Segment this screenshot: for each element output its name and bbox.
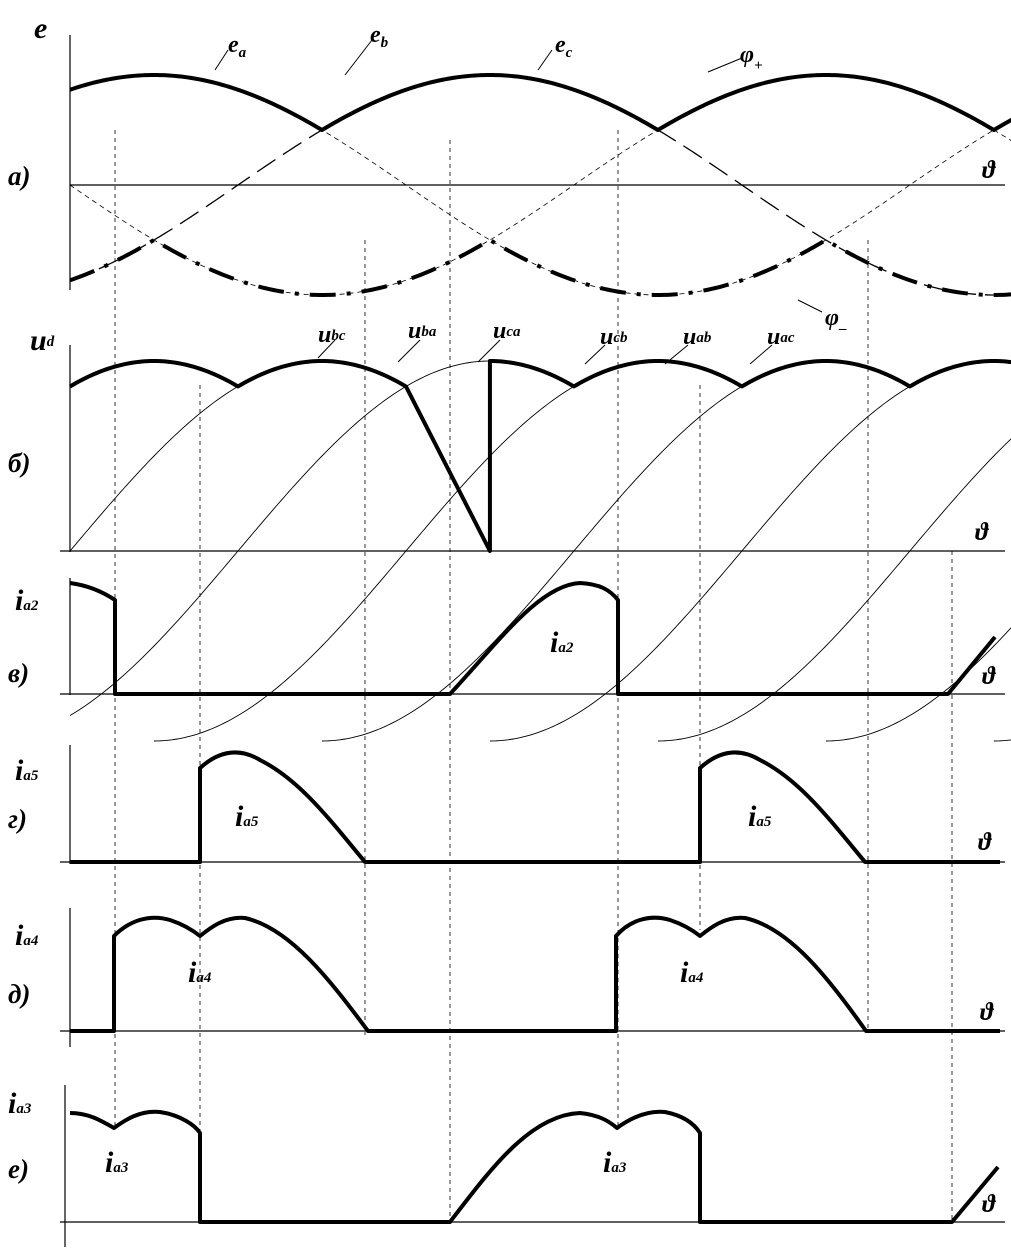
u-ac-arc	[69, 360, 490, 716]
panel-a-theta-label: ϑ	[982, 157, 997, 184]
phi-minus-label: φ–	[825, 305, 847, 337]
ea-label: ea	[228, 32, 247, 61]
panel-a-y-label: e	[34, 12, 47, 45]
phi-minus-leader	[797, 299, 823, 313]
panel-e-y-label: ia4	[15, 919, 39, 952]
ia4-curve-label-2: ia4	[680, 956, 704, 989]
panel-f-label: е)	[8, 1154, 29, 1184]
ia3-waveform	[69, 1109, 1000, 1224]
panel-c-theta-label: ϑ	[982, 663, 997, 690]
ia3-curve-label-1: ia3	[105, 1146, 129, 1179]
panel-c-label: в)	[8, 658, 29, 688]
panel-b-theta-label: ϑ	[975, 519, 990, 546]
panel-b-y-label: ud	[30, 324, 55, 357]
phi-plus-leader	[707, 57, 743, 73]
ec-label: ec	[555, 32, 573, 61]
u-ab-arc	[825, 627, 1011, 742]
vertical-guide-lines	[114, 130, 953, 1225]
uac-label: uac	[767, 324, 795, 350]
ia2-curve-label: ia2	[550, 626, 574, 659]
u-cb-arc	[657, 438, 1011, 742]
ucb-leader	[584, 344, 606, 365]
panel-b-label: б)	[8, 448, 30, 478]
eb-label: eb	[370, 22, 389, 51]
ia3-curve-label-2: ia3	[603, 1146, 627, 1179]
panel-a-label: а)	[8, 161, 31, 191]
ia5-curve-label-2: ia5	[748, 800, 772, 833]
u-cb-arc	[69, 360, 154, 387]
uab-label: uab	[683, 324, 712, 350]
panel-f-y-label: ia3	[8, 1087, 32, 1120]
panel-b-rectified-voltage: б) ud ubc uba uca ucb uab uac ϑ	[8, 318, 1011, 742]
uac-leader	[749, 344, 773, 365]
ia4-waveform	[70, 915, 1000, 1033]
ucb-label: ucb	[600, 324, 628, 350]
ia4-curve-label-1: ia4	[188, 956, 212, 989]
phi-plus-envelope	[69, 73, 1011, 132]
uab-leader	[664, 344, 689, 365]
ia5-curve-label-1: ia5	[235, 800, 259, 833]
panel-d-current-ia5: г) ia5 ia5 ia5 ϑ	[8, 745, 1005, 864]
panel-d-theta-label: ϑ	[978, 829, 993, 856]
panel-c-current-ia2: в) ia2 ia2 ϑ	[8, 578, 1005, 696]
uca-leader	[477, 339, 501, 363]
panel-d-label: г)	[8, 804, 27, 834]
ubc-label: ubc	[318, 322, 346, 348]
panel-f-current-ia3: е) ia3 ia3 ia3 ϑ	[8, 1085, 1005, 1247]
uba-leader	[397, 339, 421, 363]
eb-leader	[344, 39, 373, 76]
phi-minus-envelope	[69, 237, 1011, 298]
ec-leader	[537, 49, 553, 71]
uca-label: uca	[493, 318, 521, 344]
phi-plus-label: φ+	[740, 42, 763, 74]
panel-f-theta-label: ϑ	[982, 1191, 997, 1218]
panel-d-y-label: ia5	[15, 754, 39, 787]
panel-a-phase-emf: а) e ea eb ec φ+ φ– ϑ	[8, 12, 1011, 337]
ia2-waveform	[69, 581, 997, 696]
panel-e-current-ia4: д) ia4 ia4 ia4 ϑ	[8, 908, 1005, 1047]
panel-c-y-label: ia2	[15, 584, 39, 617]
u-ab-arc	[69, 360, 322, 552]
ud-rectified-envelope	[68, 359, 1011, 553]
ea-leader	[214, 49, 229, 71]
uba-label: uba	[408, 318, 437, 344]
panel-e-label: д)	[8, 979, 30, 1009]
ubc-leader	[317, 339, 336, 359]
ia5-waveform	[70, 750, 1000, 864]
panel-e-theta-label: ϑ	[980, 999, 995, 1026]
panel-a-curves	[69, 73, 1011, 298]
panel-b-curves	[68, 359, 1011, 742]
